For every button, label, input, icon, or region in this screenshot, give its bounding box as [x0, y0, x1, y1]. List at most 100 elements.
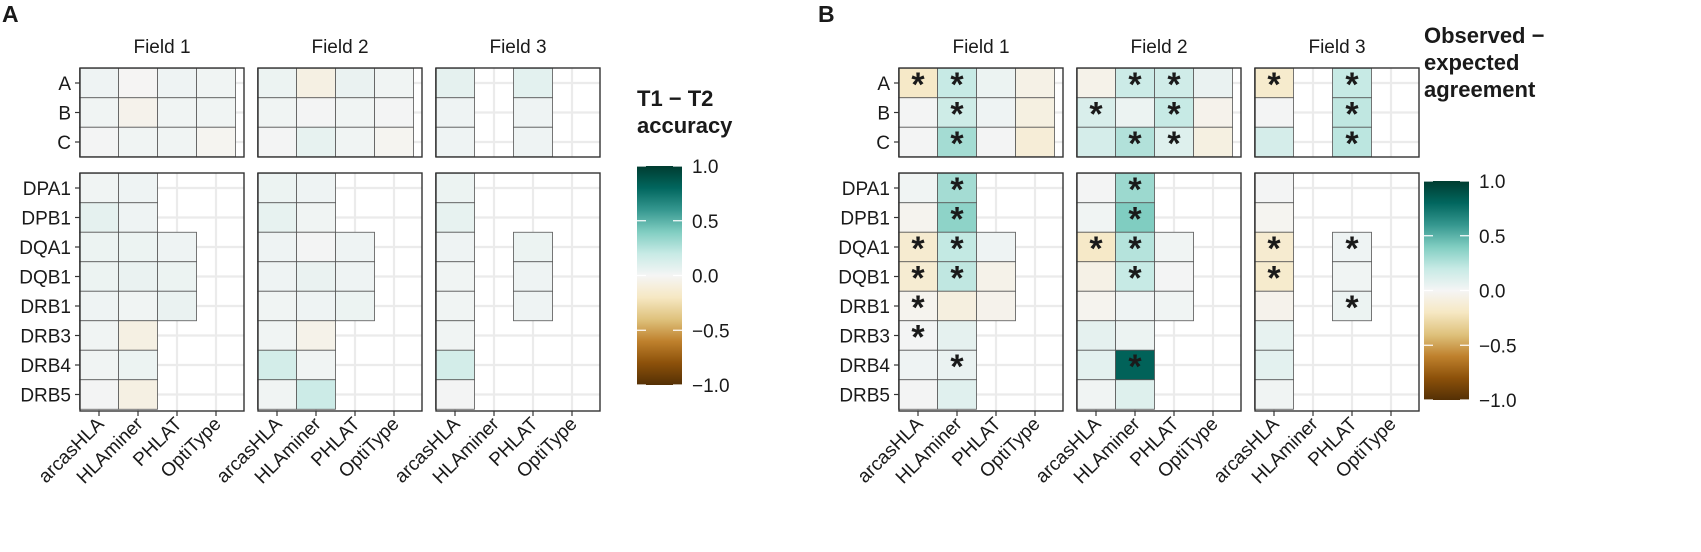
- facet-title: Field 2: [1130, 37, 1187, 58]
- heatmap-tile: [1015, 97, 1055, 128]
- significance-marker: *: [1128, 171, 1142, 209]
- heatmap-tile: [1254, 97, 1294, 128]
- legend-tick-label: 0.0: [1479, 282, 1505, 303]
- facet-frame: [898, 172, 1064, 412]
- heatmap-tile: [513, 97, 553, 128]
- heatmap-tile: [513, 126, 553, 158]
- heatmap-tile: [1076, 126, 1116, 158]
- heatmap-tile: [513, 231, 553, 263]
- heatmap-tile: [937, 290, 977, 322]
- heatmap-tile: [435, 320, 475, 351]
- heatmap-tile: [257, 379, 297, 410]
- heatmap-tile: [1332, 261, 1372, 292]
- significance-marker: *: [950, 348, 964, 386]
- y-axis-tick-label: A: [58, 74, 71, 95]
- heatmap-tile: [1254, 202, 1294, 233]
- heatmap-tile: [79, 349, 119, 381]
- heatmap-tile: [118, 67, 158, 99]
- heatmap-tile: [1193, 97, 1233, 128]
- facet-frame: [257, 172, 423, 412]
- significance-marker: *: [1128, 348, 1142, 386]
- significance-marker: *: [1345, 96, 1359, 134]
- y-axis-tick-label: DRB3: [20, 327, 71, 348]
- heatmap-tile: [118, 379, 158, 410]
- heatmap-tile: [79, 290, 119, 322]
- y-axis-tick-label: C: [57, 133, 71, 154]
- legend-tick-label: 1.0: [1479, 172, 1505, 193]
- y-axis-tick-label: DRB1: [839, 297, 890, 318]
- heatmap-tile: [118, 126, 158, 158]
- significance-marker: *: [950, 66, 964, 104]
- heatmap-tile: [898, 320, 938, 351]
- heatmap-tile: [1076, 349, 1116, 381]
- heatmap-tile: [898, 231, 938, 263]
- heatmap-tile: [296, 126, 336, 158]
- heatmap-tile: [1015, 67, 1055, 99]
- y-axis-tick-label: DRB3: [839, 327, 890, 348]
- y-axis-tick-label: DQB1: [838, 268, 890, 289]
- heatmap-tile: [257, 320, 297, 351]
- facet-frame: [435, 67, 601, 158]
- heatmap-tile: [1115, 320, 1155, 351]
- heatmap-tile: [435, 349, 475, 381]
- significance-marker: *: [950, 96, 964, 134]
- y-axis-tick-label: C: [876, 133, 890, 154]
- heatmap-tile: [1154, 290, 1194, 322]
- heatmap-tile: [118, 231, 158, 263]
- heatmap-tile: [335, 261, 375, 292]
- legend-tick-label: −1.0: [1479, 391, 1517, 412]
- heatmap-tile: [257, 290, 297, 322]
- facet-title: Field 2: [311, 37, 368, 58]
- facet-frame: [257, 67, 423, 158]
- y-axis-tick-label: DRB4: [20, 356, 71, 377]
- heatmap-tile: [1115, 379, 1155, 410]
- heatmap-tile: [335, 67, 375, 99]
- heatmap-tile: [118, 172, 158, 204]
- heatmap-tile: [335, 126, 375, 158]
- heatmap-tile: [296, 290, 336, 322]
- heatmap-tile: [157, 261, 197, 292]
- facet-title: Field 1: [133, 37, 190, 58]
- heatmap-tile: [157, 231, 197, 263]
- significance-marker: *: [950, 201, 964, 239]
- heatmap-tile: [257, 231, 297, 263]
- heatmap-tile: [118, 290, 158, 322]
- heatmap-tile: [435, 290, 475, 322]
- heatmap-tile: [1076, 320, 1116, 351]
- heatmap-tile: [118, 349, 158, 381]
- significance-marker: *: [1128, 260, 1142, 298]
- heatmap-tile: [335, 97, 375, 128]
- heatmap-tile: [157, 67, 197, 99]
- significance-marker: *: [1267, 260, 1281, 298]
- heatmap-tile: [1254, 349, 1294, 381]
- heatmap-tile: [898, 172, 938, 204]
- significance-marker: *: [1089, 230, 1103, 268]
- heatmap-tile: [513, 290, 553, 322]
- legend-title-line: agreement: [1424, 77, 1536, 102]
- heatmap-tile: [435, 126, 475, 158]
- heatmap-tile: [1076, 67, 1116, 99]
- heatmap-tile: [937, 67, 977, 99]
- significance-marker: *: [1345, 289, 1359, 327]
- heatmap-tile: [898, 290, 938, 322]
- significance-marker: *: [1167, 96, 1181, 134]
- significance-marker: *: [950, 171, 964, 209]
- significance-marker: *: [1128, 66, 1142, 104]
- y-axis-tick-label: DQB1: [19, 268, 71, 289]
- heatmap-tile: [79, 172, 119, 204]
- legend-tick-label: 0.0: [692, 267, 718, 288]
- heatmap-tile: [898, 202, 938, 233]
- heatmap-tile: [79, 97, 119, 128]
- heatmap-tile: [1154, 231, 1194, 263]
- heatmap-tile: [1193, 126, 1233, 158]
- significance-marker: *: [911, 260, 925, 298]
- heatmap-tile: [157, 126, 197, 158]
- facet-frame: [1254, 67, 1420, 158]
- heatmap-tile: [296, 320, 336, 351]
- y-axis-tick-label: B: [58, 104, 71, 125]
- y-axis-tick-label: DQA1: [19, 238, 71, 259]
